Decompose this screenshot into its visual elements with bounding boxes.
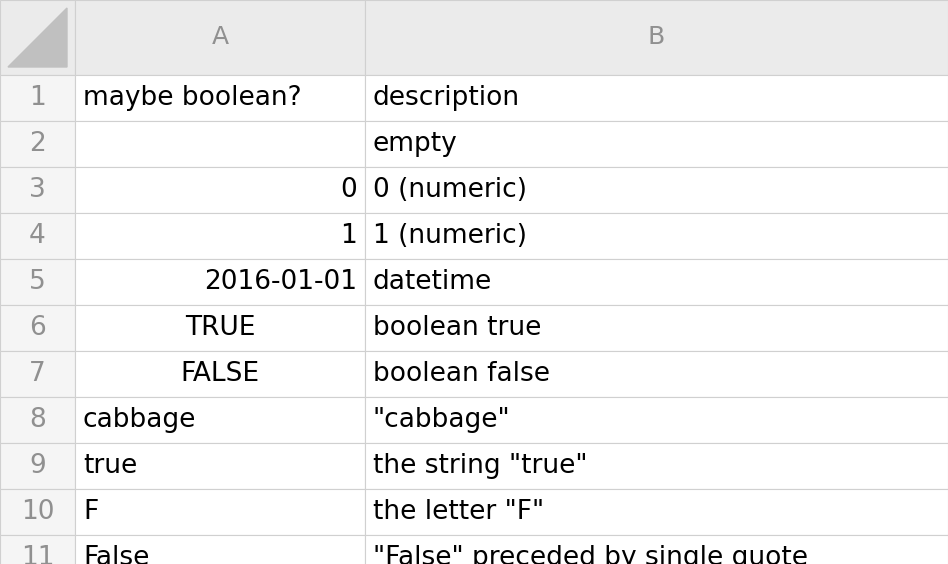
Bar bbox=[75, 535, 365, 564]
Text: boolean false: boolean false bbox=[373, 361, 550, 387]
Text: 3: 3 bbox=[29, 177, 46, 203]
Bar bbox=[0, 259, 75, 305]
Text: "False" preceded by single quote: "False" preceded by single quote bbox=[373, 545, 808, 564]
Bar bbox=[0, 443, 75, 489]
Text: 7: 7 bbox=[29, 361, 46, 387]
Text: TRUE: TRUE bbox=[185, 315, 255, 341]
Text: 2: 2 bbox=[29, 131, 46, 157]
Bar bbox=[75, 259, 365, 305]
Text: "cabbage": "cabbage" bbox=[373, 407, 511, 433]
Text: 1: 1 bbox=[340, 223, 357, 249]
Text: A: A bbox=[211, 25, 228, 50]
Bar bbox=[365, 305, 948, 351]
Bar bbox=[0, 167, 75, 213]
Bar bbox=[365, 351, 948, 397]
Bar bbox=[365, 443, 948, 489]
Bar bbox=[365, 167, 948, 213]
Bar bbox=[75, 397, 365, 443]
Bar bbox=[0, 75, 75, 121]
Bar bbox=[0, 489, 75, 535]
Bar bbox=[0, 397, 75, 443]
Bar bbox=[365, 121, 948, 167]
Text: 6: 6 bbox=[29, 315, 46, 341]
Bar bbox=[0, 121, 75, 167]
Text: cabbage: cabbage bbox=[83, 407, 196, 433]
Bar bbox=[365, 535, 948, 564]
Text: False: False bbox=[83, 545, 150, 564]
Bar bbox=[365, 259, 948, 305]
Bar bbox=[75, 351, 365, 397]
Text: 5: 5 bbox=[29, 269, 46, 295]
Bar bbox=[75, 443, 365, 489]
Text: 2016-01-01: 2016-01-01 bbox=[204, 269, 357, 295]
Text: 4: 4 bbox=[29, 223, 46, 249]
Text: F: F bbox=[83, 499, 99, 525]
Text: true: true bbox=[83, 453, 137, 479]
Bar bbox=[75, 167, 365, 213]
Text: 9: 9 bbox=[29, 453, 46, 479]
Text: 1 (numeric): 1 (numeric) bbox=[373, 223, 527, 249]
Bar bbox=[0, 0, 75, 75]
Bar bbox=[75, 489, 365, 535]
Text: 1: 1 bbox=[29, 85, 46, 111]
Text: description: description bbox=[373, 85, 520, 111]
Bar bbox=[75, 121, 365, 167]
Bar bbox=[0, 305, 75, 351]
Bar bbox=[0, 351, 75, 397]
Text: 11: 11 bbox=[21, 545, 54, 564]
Bar bbox=[0, 535, 75, 564]
Bar bbox=[75, 0, 365, 75]
Bar bbox=[365, 489, 948, 535]
Bar bbox=[0, 213, 75, 259]
Text: datetime: datetime bbox=[373, 269, 492, 295]
Bar bbox=[365, 75, 948, 121]
Polygon shape bbox=[8, 8, 67, 67]
Text: FALSE: FALSE bbox=[180, 361, 260, 387]
Bar bbox=[365, 0, 948, 75]
Bar bbox=[365, 213, 948, 259]
Text: empty: empty bbox=[373, 131, 458, 157]
Text: the string "true": the string "true" bbox=[373, 453, 588, 479]
Text: 8: 8 bbox=[29, 407, 46, 433]
Bar bbox=[75, 75, 365, 121]
Bar bbox=[75, 213, 365, 259]
Text: boolean true: boolean true bbox=[373, 315, 541, 341]
Text: the letter "F": the letter "F" bbox=[373, 499, 544, 525]
Text: 10: 10 bbox=[21, 499, 54, 525]
Bar bbox=[365, 397, 948, 443]
Text: maybe boolean?: maybe boolean? bbox=[83, 85, 301, 111]
Text: 0: 0 bbox=[340, 177, 357, 203]
Text: B: B bbox=[647, 25, 665, 50]
Bar bbox=[75, 305, 365, 351]
Text: 0 (numeric): 0 (numeric) bbox=[373, 177, 527, 203]
